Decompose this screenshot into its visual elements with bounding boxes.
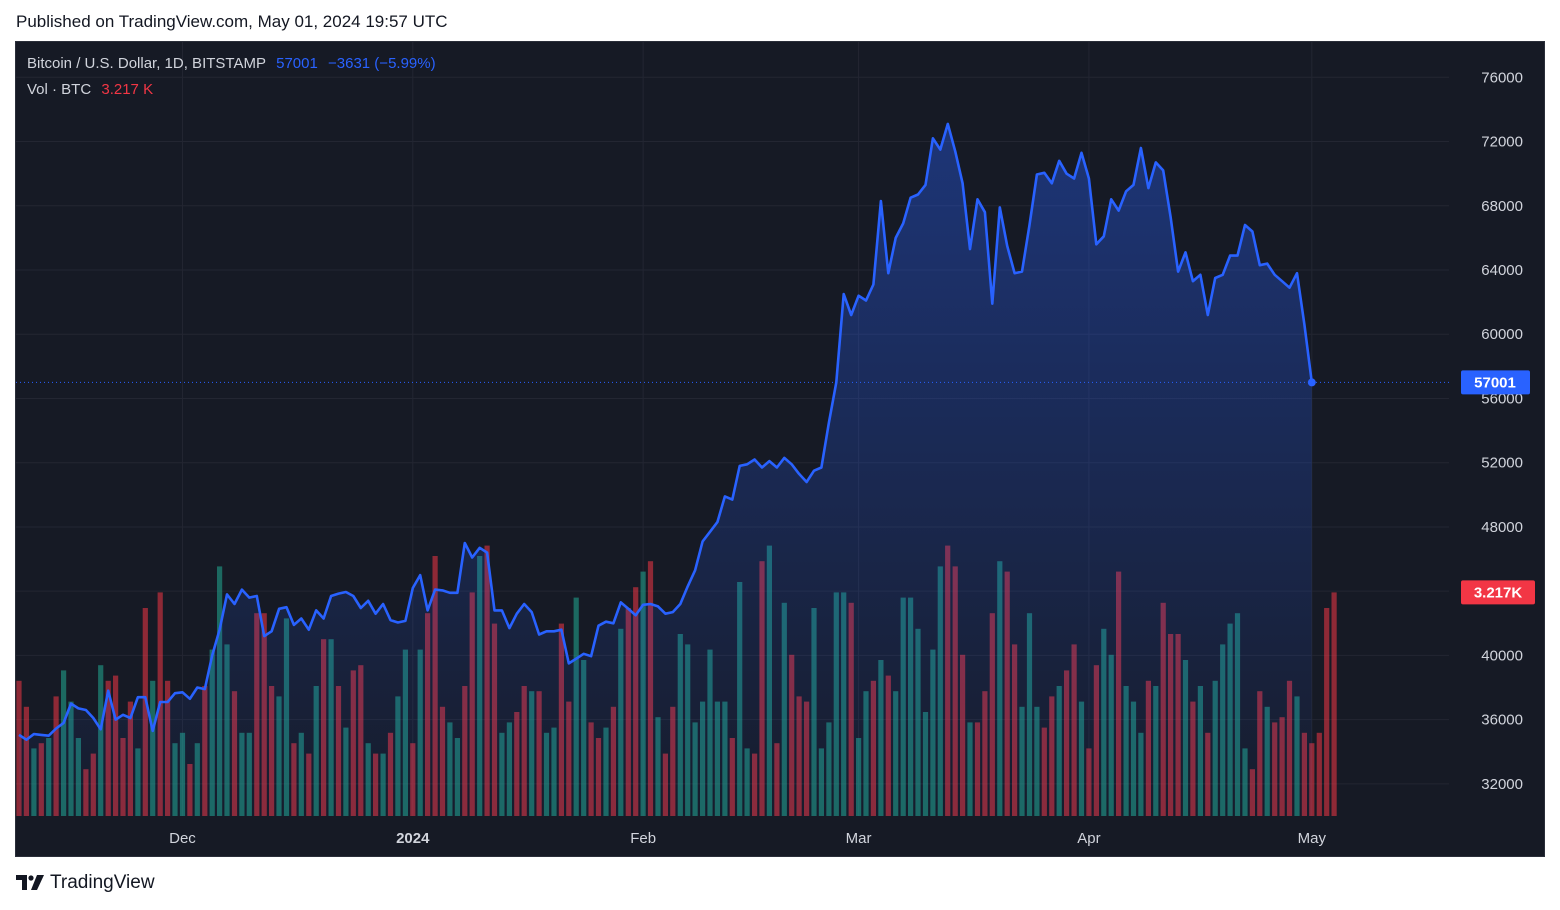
tradingview-logo-icon: [16, 875, 44, 890]
x-tick-label: 2024: [396, 830, 430, 847]
legend-change: −3631 (−5.99%): [328, 55, 436, 72]
y-tick-label: 52000: [1481, 455, 1523, 472]
x-tick-label: May: [1298, 830, 1327, 847]
y-tick-label: 68000: [1481, 198, 1523, 215]
x-tick-label: Feb: [630, 830, 656, 847]
chart-area[interactable]: 3200036000400004400048000520005600060000…: [15, 41, 1545, 857]
y-tick-label: 72000: [1481, 134, 1523, 151]
y-tick-label: 32000: [1481, 776, 1523, 793]
volume-bar: [1316, 732, 1322, 816]
last-price-badge-text: 57001: [1474, 374, 1516, 391]
x-tick-label: Dec: [169, 830, 196, 847]
volume-bar: [1331, 592, 1337, 816]
legend-last-price: 57001: [276, 55, 318, 72]
y-tick-label: 60000: [1481, 326, 1523, 343]
footer-brand[interactable]: TradingView: [16, 872, 155, 894]
legend-volume-value: 3.217 K: [101, 81, 154, 98]
price-axis[interactable]: 3200036000400004400048000520005600060000…: [1481, 69, 1523, 793]
price-line: [18, 122, 1314, 741]
legend-symbol: Bitcoin / U.S. Dollar, 1D, BITSTAMP: [27, 55, 266, 72]
y-tick-label: 56000: [1481, 390, 1523, 407]
volume-badge: [1461, 580, 1535, 605]
published-note: Published on TradingView.com, May 01, 20…: [16, 12, 448, 31]
x-tick-label: Mar: [846, 830, 872, 847]
footer-brand-text: TradingView: [50, 872, 155, 893]
axis-badges: 57001 3.217K: [1461, 370, 1535, 605]
price-chart[interactable]: 3200036000400004400048000520005600060000…: [16, 42, 1545, 857]
y-tick-label: 48000: [1481, 519, 1523, 536]
price-area-fill: [19, 123, 1312, 816]
legend-volume-label: Vol · BTC: [27, 81, 92, 98]
last-price-badge: [1461, 370, 1530, 395]
last-price-dot: [1307, 378, 1316, 387]
legend-volume-row: Vol · BTC 3.217 K: [27, 81, 159, 98]
y-tick-label: 40000: [1481, 647, 1523, 664]
legend-symbol-row: Bitcoin / U.S. Dollar, 1D, BITSTAMP 5700…: [27, 55, 442, 72]
y-tick-label: 76000: [1481, 69, 1523, 86]
y-tick-label: 64000: [1481, 262, 1523, 279]
x-tick-label: Apr: [1077, 830, 1100, 847]
y-tick-label: 36000: [1481, 712, 1523, 729]
time-axis[interactable]: Dec 2024 Feb Mar Apr May: [169, 830, 1326, 847]
volume-bar: [1324, 608, 1330, 816]
volume-badge-text: 3.217K: [1474, 584, 1523, 601]
